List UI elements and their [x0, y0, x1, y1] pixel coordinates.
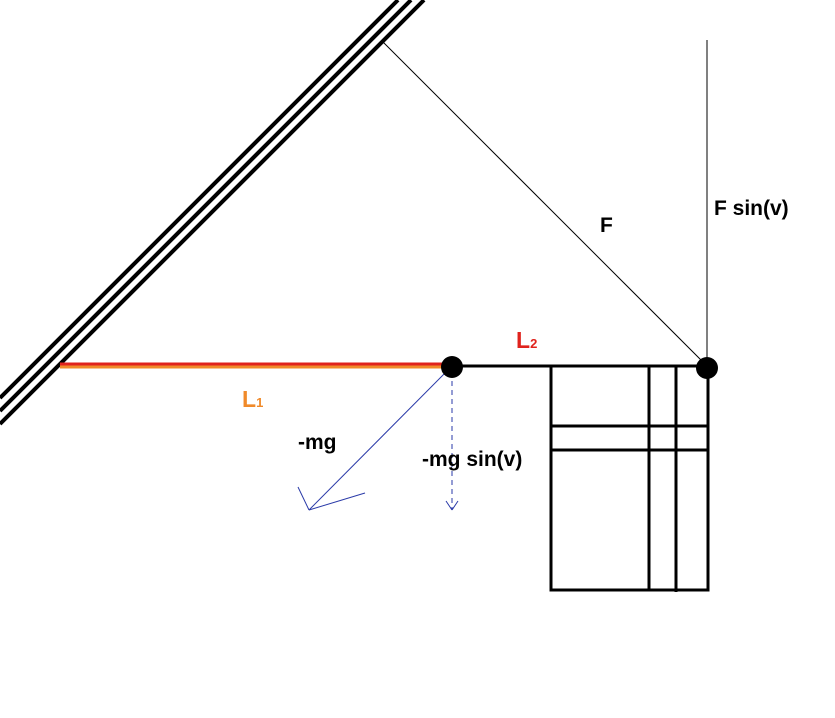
lever-arm-L1 [60, 362, 452, 369]
label-neg-mg: -mg [298, 431, 337, 454]
label-L2-subscript: 2 [530, 336, 537, 351]
arrow-neg-mg-shaft [308, 367, 451, 511]
label-L2: L2 [516, 327, 537, 353]
force-line-F [382, 41, 708, 367]
label-L1-letter: L [242, 386, 256, 412]
wall-line-middle [0, 0, 413, 413]
label-L1-subscript: 1 [256, 395, 263, 410]
label-F-sin-v: F sin(v) [714, 197, 789, 220]
wall-line-outer [0, 0, 400, 400]
frame-outline [549, 364, 710, 592]
label-L2-letter: L [516, 327, 530, 353]
pivot-point-center [441, 356, 463, 378]
arrow-neg-mg-sin-v [445, 372, 459, 511]
arrow-neg-mg-sin-v-head-b [451, 500, 459, 511]
arrow-neg-mg [297, 367, 451, 511]
inclined-wall [0, 0, 426, 426]
arrow-neg-mg-head-a [297, 486, 310, 511]
label-L1: L1 [242, 386, 263, 412]
arrow-neg-mg-sin-v-head-a [445, 500, 453, 511]
arrow-neg-mg-head-b [308, 492, 366, 511]
label-F: F [600, 214, 613, 237]
pivot-point-right [696, 357, 718, 379]
label-neg-mg-sin-v: -mg sin(v) [422, 448, 522, 471]
wall-line-inner [0, 0, 426, 426]
window-frame [549, 364, 710, 592]
